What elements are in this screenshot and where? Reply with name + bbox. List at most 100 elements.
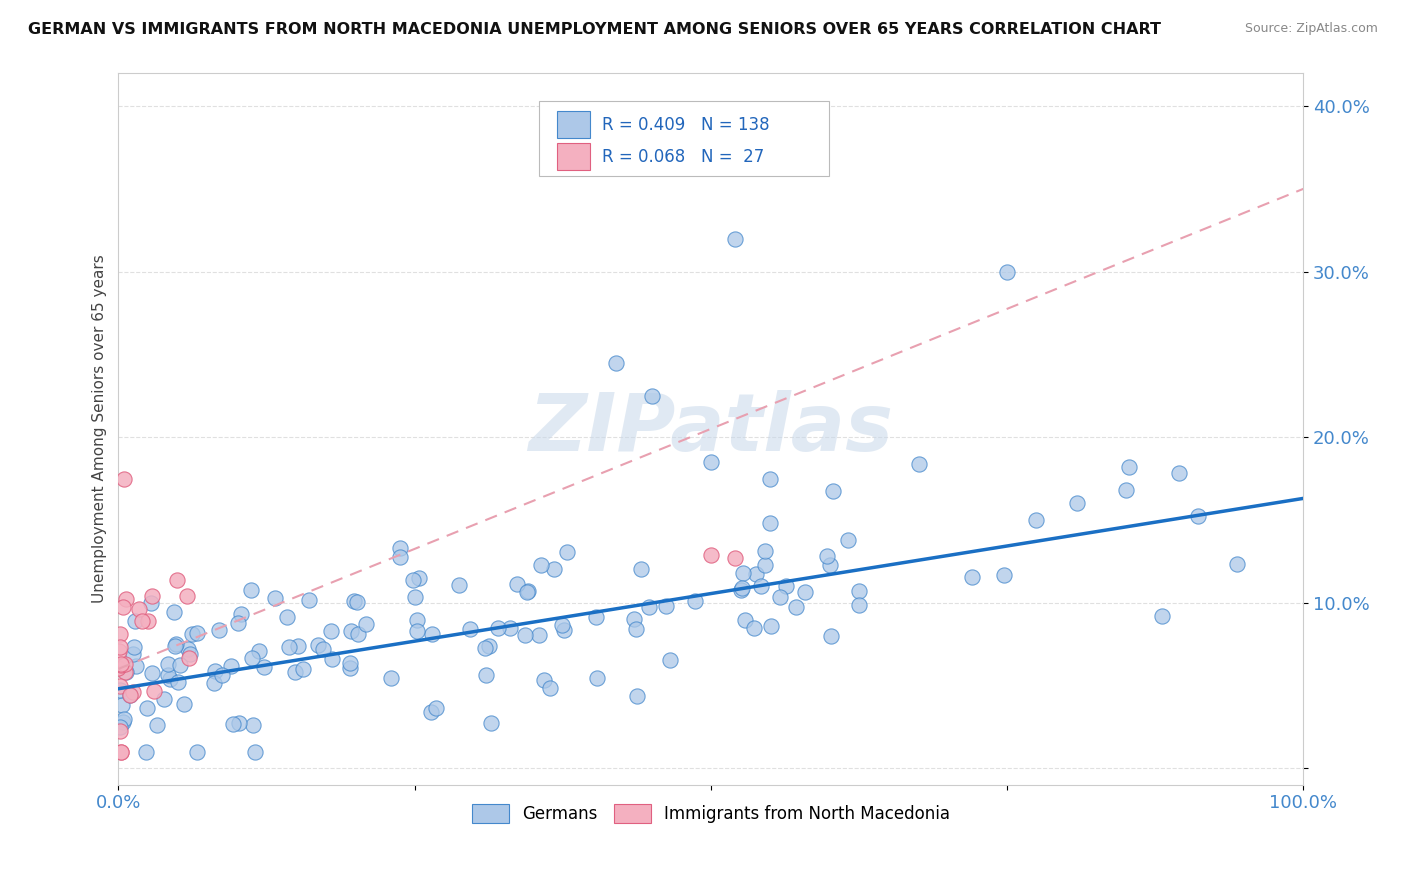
Point	[157, 668, 180, 682]
Point	[136, 614, 159, 628]
Point	[231, 607, 253, 621]
Point	[118, 688, 141, 702]
Point	[219, 659, 242, 673]
Point	[962, 570, 984, 584]
Point	[623, 612, 645, 626]
Point	[759, 516, 782, 530]
Point	[995, 265, 1018, 279]
Point	[108, 640, 131, 655]
Point	[135, 745, 157, 759]
Point	[110, 657, 132, 671]
Point	[186, 745, 208, 759]
Point	[176, 589, 198, 603]
Point	[312, 642, 335, 657]
Point	[405, 613, 427, 627]
Point	[173, 697, 195, 711]
Point	[163, 605, 186, 619]
Point	[115, 665, 138, 679]
Point	[143, 683, 166, 698]
Point	[108, 723, 131, 738]
Point	[169, 657, 191, 672]
Point	[139, 597, 162, 611]
Point	[239, 582, 262, 597]
Point	[114, 657, 136, 671]
Point	[111, 698, 134, 712]
Point	[516, 583, 538, 598]
Point	[186, 626, 208, 640]
Point	[794, 157, 817, 171]
Point	[723, 231, 745, 245]
Point	[388, 550, 411, 565]
Point	[108, 644, 131, 658]
Point	[1066, 496, 1088, 510]
Point	[339, 656, 361, 670]
Point	[848, 599, 870, 613]
Point	[136, 701, 159, 715]
Point	[730, 582, 752, 597]
Point	[769, 590, 792, 604]
Point	[1226, 558, 1249, 572]
Point	[848, 584, 870, 599]
Point	[516, 584, 538, 599]
Point	[553, 623, 575, 637]
Point	[993, 568, 1015, 582]
Point	[278, 640, 301, 654]
Point	[907, 457, 929, 471]
Point	[406, 624, 429, 639]
FancyBboxPatch shape	[557, 144, 591, 170]
Point	[354, 616, 377, 631]
Y-axis label: Unemployment Among Seniors over 65 years: Unemployment Among Seniors over 65 years	[93, 254, 107, 603]
Text: R = 0.068   N =  27: R = 0.068 N = 27	[602, 148, 763, 166]
Point	[339, 661, 361, 675]
Point	[404, 591, 426, 605]
Point	[551, 618, 574, 632]
Point	[837, 533, 859, 548]
Text: Source: ZipAtlas.com: Source: ZipAtlas.com	[1244, 22, 1378, 36]
Point	[141, 666, 163, 681]
FancyBboxPatch shape	[557, 112, 591, 138]
Point	[655, 599, 678, 613]
Point	[1187, 509, 1209, 524]
Point	[700, 455, 723, 469]
Point	[211, 668, 233, 682]
Point	[818, 558, 841, 573]
Point	[124, 614, 146, 628]
Point	[110, 745, 132, 759]
Point	[347, 626, 370, 640]
Legend: Germans, Immigrants from North Macedonia: Germans, Immigrants from North Macedonia	[465, 797, 956, 830]
Point	[204, 664, 226, 678]
Point	[112, 471, 135, 485]
Point	[533, 673, 555, 687]
Point	[157, 657, 180, 671]
Point	[478, 640, 501, 654]
Point	[177, 642, 200, 657]
Point	[112, 712, 135, 726]
Point	[515, 627, 537, 641]
Point	[343, 594, 366, 608]
Point	[114, 665, 136, 679]
Point	[626, 689, 648, 703]
Point	[287, 640, 309, 654]
Point	[1025, 513, 1047, 527]
Point	[121, 685, 143, 699]
Point	[159, 673, 181, 687]
Point	[291, 662, 314, 676]
Point	[242, 718, 264, 732]
Point	[247, 644, 270, 658]
Point	[108, 679, 131, 693]
Point	[640, 389, 662, 403]
Point	[734, 613, 756, 627]
Point	[346, 595, 368, 609]
Point	[112, 714, 135, 729]
Point	[630, 561, 652, 575]
Point	[108, 721, 131, 735]
Point	[759, 471, 782, 485]
Point	[458, 622, 481, 636]
Point	[131, 614, 153, 628]
Point	[1118, 460, 1140, 475]
Point	[108, 627, 131, 641]
Point	[179, 647, 201, 661]
Point	[141, 589, 163, 603]
Point	[1115, 483, 1137, 498]
Point	[321, 652, 343, 666]
